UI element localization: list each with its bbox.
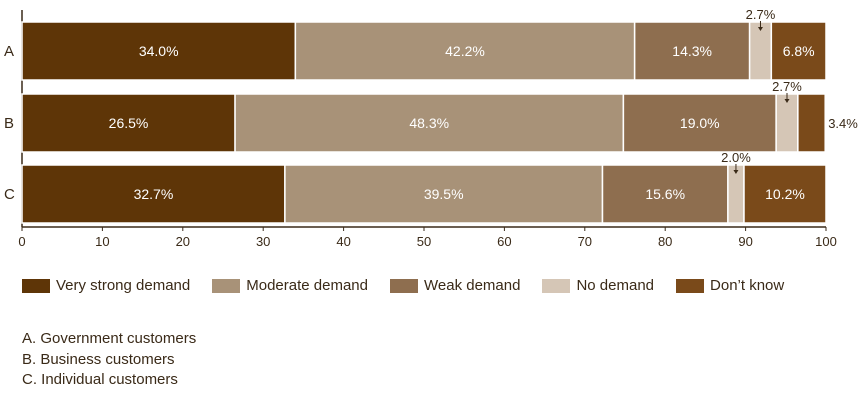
note-b: B. Business customers xyxy=(22,350,175,368)
data-label: 14.3% xyxy=(672,43,712,59)
x-tick-label: 10 xyxy=(95,234,109,249)
label-arrow-head xyxy=(784,99,790,103)
note-a: A. Government customers xyxy=(22,330,197,347)
bar-segment xyxy=(601,164,729,224)
category-label: A xyxy=(4,43,14,60)
data-label: 10.2% xyxy=(765,186,805,202)
data-label: 39.5% xyxy=(424,186,464,202)
legend-swatch xyxy=(390,278,418,293)
bar-segment xyxy=(234,93,625,153)
legend-label: Very strong demand xyxy=(56,277,191,294)
x-tick-label: 20 xyxy=(176,234,190,249)
data-label: 26.5% xyxy=(109,115,149,131)
label-arrow-head xyxy=(757,27,763,31)
data-label: 48.3% xyxy=(409,115,449,131)
legend-item-no-demand: No demand xyxy=(542,277,654,294)
legend-swatch xyxy=(676,278,705,293)
legend-label: Don’t know xyxy=(710,277,785,294)
bar-segment xyxy=(21,21,297,81)
legend-label: Moderate demand xyxy=(246,277,368,294)
x-tick-label: 40 xyxy=(336,234,350,249)
bar-segment xyxy=(284,164,604,224)
data-label: 2.7% xyxy=(772,79,802,94)
x-tick-label: 60 xyxy=(497,234,511,249)
data-label: 6.8% xyxy=(783,43,815,59)
legend-item-dont-know: Don’t know xyxy=(676,277,784,294)
bar-segment xyxy=(21,164,286,224)
data-label: 2.7% xyxy=(746,7,776,22)
x-tick-label: 100 xyxy=(815,234,837,249)
bar-segment xyxy=(633,21,751,81)
data-label: 19.0% xyxy=(680,115,720,131)
bar-segment xyxy=(797,93,826,153)
legend-item-very-strong: Very strong demand xyxy=(22,277,190,294)
legend-swatch xyxy=(22,278,50,293)
category-notes: A. Government customers B. Business cust… xyxy=(22,329,196,391)
legend-swatch xyxy=(212,278,241,293)
legend-swatch xyxy=(542,278,571,293)
label-arrow-head xyxy=(733,170,739,174)
legend-item-weak: Weak demand xyxy=(390,277,520,294)
data-label: 3.4% xyxy=(828,116,858,131)
data-label: 42.2% xyxy=(445,43,485,59)
legend-item-moderate: Moderate demand xyxy=(212,277,368,294)
x-tick-label: 0 xyxy=(18,234,25,249)
legend-label: Weak demand xyxy=(424,277,521,294)
bar-segment xyxy=(770,21,827,81)
legend-label: No demand xyxy=(576,277,655,294)
data-label: 32.7% xyxy=(134,186,174,202)
data-label: 34.0% xyxy=(139,43,179,59)
category-label: C xyxy=(4,186,15,203)
x-tick-label: 90 xyxy=(738,234,752,249)
stacked-bar-chart: 0 10 20 30 40 50 60 70 80 90 100 A B C 34.0% 42.2% 14.3%… xyxy=(4,7,858,249)
bar-segment xyxy=(294,21,636,81)
legend: Very strong demand Moderate demand Weak … xyxy=(22,277,806,294)
x-tick-label: 30 xyxy=(256,234,270,249)
category-label: B xyxy=(4,115,14,132)
bar-segment xyxy=(743,164,827,224)
data-label: 2.0% xyxy=(721,150,751,165)
x-tick-label: 70 xyxy=(578,234,592,249)
x-tick-label: 80 xyxy=(658,234,672,249)
data-label: 15.6% xyxy=(645,186,685,202)
note-c: C. Individual customers xyxy=(22,371,178,388)
x-tick-label: 50 xyxy=(417,234,431,249)
